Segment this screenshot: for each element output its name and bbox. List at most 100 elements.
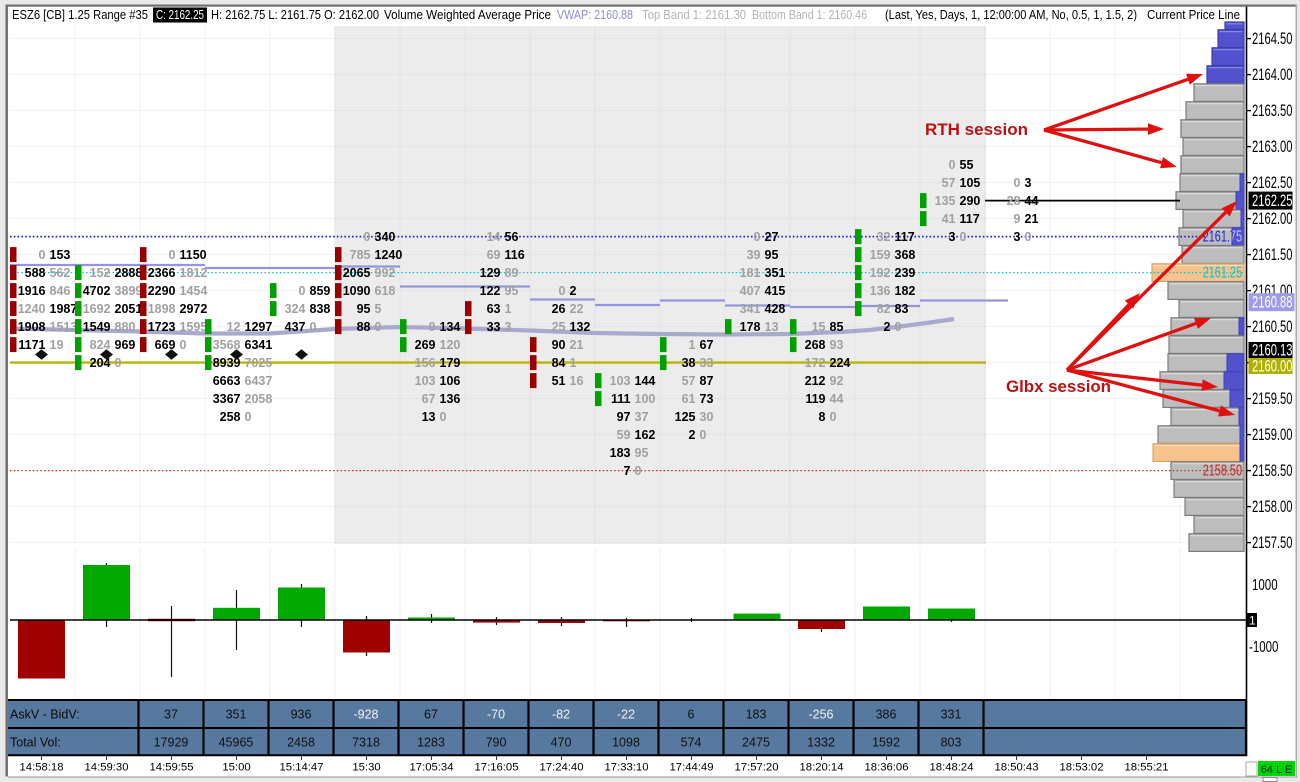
- svg-text:Glbx session: Glbx session: [1006, 377, 1111, 396]
- svg-text:51: 51: [552, 374, 566, 388]
- svg-text:618: 618: [375, 284, 396, 298]
- svg-text:0: 0: [375, 320, 382, 334]
- svg-text:32: 32: [877, 230, 891, 244]
- svg-text:-70: -70: [487, 708, 505, 722]
- svg-text:437: 437: [285, 320, 306, 334]
- svg-text:7025: 7025: [245, 356, 273, 370]
- svg-text:2159.00: 2159.00: [1252, 425, 1293, 444]
- svg-text:21: 21: [1025, 212, 1039, 226]
- svg-text:Top Band 1: 2161.30: Top Band 1: 2161.30: [642, 8, 746, 22]
- svg-text:21: 21: [570, 338, 584, 352]
- svg-text:0: 0: [245, 410, 252, 424]
- svg-text:97: 97: [617, 410, 631, 424]
- svg-text:2158.50: 2158.50: [1252, 461, 1293, 480]
- svg-text:0: 0: [830, 410, 837, 424]
- svg-text:122: 122: [480, 284, 501, 298]
- svg-text:1908: 1908: [18, 320, 46, 334]
- svg-text:117: 117: [960, 212, 980, 226]
- svg-text:28: 28: [1007, 194, 1021, 208]
- svg-text:15:00: 15:00: [222, 762, 250, 774]
- svg-text:44: 44: [1025, 194, 1039, 208]
- svg-text:2160.88: 2160.88: [1252, 292, 1293, 311]
- svg-text:18:48:24: 18:48:24: [930, 762, 974, 774]
- svg-text:67: 67: [422, 392, 436, 406]
- svg-text:2: 2: [570, 284, 577, 298]
- svg-text:152: 152: [90, 266, 111, 280]
- svg-text:87: 87: [700, 374, 714, 388]
- svg-text:37: 37: [635, 410, 649, 424]
- svg-text:116: 116: [505, 248, 525, 262]
- svg-text:1987: 1987: [50, 302, 78, 316]
- svg-text:6437: 6437: [245, 374, 273, 388]
- svg-text:2164.00: 2164.00: [1252, 65, 1293, 84]
- svg-text:120: 120: [440, 338, 461, 352]
- svg-text:838: 838: [310, 302, 331, 316]
- svg-text:106: 106: [440, 374, 461, 388]
- svg-text:992: 992: [375, 266, 396, 280]
- svg-text:268: 268: [805, 338, 826, 352]
- svg-text:132: 132: [570, 320, 591, 334]
- svg-text:0: 0: [39, 248, 46, 262]
- svg-text:159: 159: [870, 248, 891, 262]
- svg-text:0: 0: [299, 284, 306, 298]
- svg-text:1171: 1171: [18, 338, 45, 352]
- svg-text:18:55:21: 18:55:21: [1125, 762, 1169, 774]
- svg-text:17:16:05: 17:16:05: [475, 762, 519, 774]
- svg-text:14:59:55: 14:59:55: [150, 762, 194, 774]
- svg-text:17:24:40: 17:24:40: [540, 762, 584, 774]
- svg-text:1454: 1454: [180, 284, 208, 298]
- svg-text:3568: 3568: [213, 338, 241, 352]
- svg-text:1595: 1595: [180, 320, 208, 334]
- svg-text:2065: 2065: [343, 266, 371, 280]
- svg-text:859: 859: [310, 284, 331, 298]
- svg-text:83: 83: [895, 302, 909, 316]
- svg-text:1297: 1297: [245, 320, 273, 334]
- svg-text:153: 153: [50, 248, 71, 262]
- svg-text:1812: 1812: [180, 266, 208, 280]
- svg-text:0: 0: [895, 320, 902, 334]
- svg-text:-22: -22: [617, 708, 635, 722]
- svg-text:1332: 1332: [807, 736, 835, 750]
- svg-text:39: 39: [747, 248, 761, 262]
- svg-text:117: 117: [895, 230, 915, 244]
- svg-text:17:05:34: 17:05:34: [410, 762, 454, 774]
- svg-text:63: 63: [487, 302, 501, 316]
- svg-text:331: 331: [941, 708, 962, 722]
- svg-text:-256: -256: [808, 708, 833, 722]
- svg-text:1: 1: [570, 356, 577, 370]
- svg-text:15: 15: [812, 320, 826, 334]
- svg-text:562: 562: [50, 266, 71, 280]
- svg-text:55: 55: [960, 158, 974, 172]
- svg-text:Total Vol:: Total Vol:: [10, 736, 61, 750]
- svg-text:5: 5: [375, 302, 382, 316]
- svg-text:880: 880: [115, 320, 136, 334]
- svg-text:2366: 2366: [148, 266, 176, 280]
- svg-text:574: 574: [681, 736, 702, 750]
- svg-text:0: 0: [1014, 176, 1021, 190]
- svg-text:100: 100: [635, 392, 656, 406]
- svg-text:0: 0: [700, 428, 707, 442]
- svg-text:340: 340: [375, 230, 396, 244]
- svg-text:0: 0: [364, 230, 371, 244]
- svg-text:119: 119: [805, 392, 825, 406]
- svg-text:0: 0: [1025, 230, 1032, 244]
- svg-text:57: 57: [682, 374, 696, 388]
- svg-text:2: 2: [884, 320, 891, 334]
- svg-text:AskV - BidV:: AskV - BidV:: [10, 708, 80, 722]
- svg-text:H: 2162.75 L: 2161.75 O: 2162.: H: 2162.75 L: 2161.75 O: 2162.00: [211, 8, 379, 22]
- svg-text:470: 470: [551, 736, 572, 750]
- svg-text:183: 183: [746, 708, 767, 722]
- svg-text:2160.50: 2160.50: [1252, 317, 1293, 336]
- svg-text:125: 125: [675, 410, 696, 424]
- svg-text:936: 936: [291, 708, 312, 722]
- svg-text:2163.50: 2163.50: [1252, 101, 1293, 120]
- svg-text:1549: 1549: [83, 320, 111, 334]
- svg-text:785: 785: [350, 248, 371, 262]
- svg-text:92: 92: [830, 374, 844, 388]
- svg-text:0: 0: [440, 410, 447, 424]
- svg-text:0: 0: [115, 356, 122, 370]
- svg-text:3: 3: [1014, 230, 1021, 244]
- svg-text:56: 56: [505, 230, 519, 244]
- svg-text:183: 183: [610, 446, 631, 460]
- svg-text:2161.75: 2161.75: [1203, 228, 1243, 246]
